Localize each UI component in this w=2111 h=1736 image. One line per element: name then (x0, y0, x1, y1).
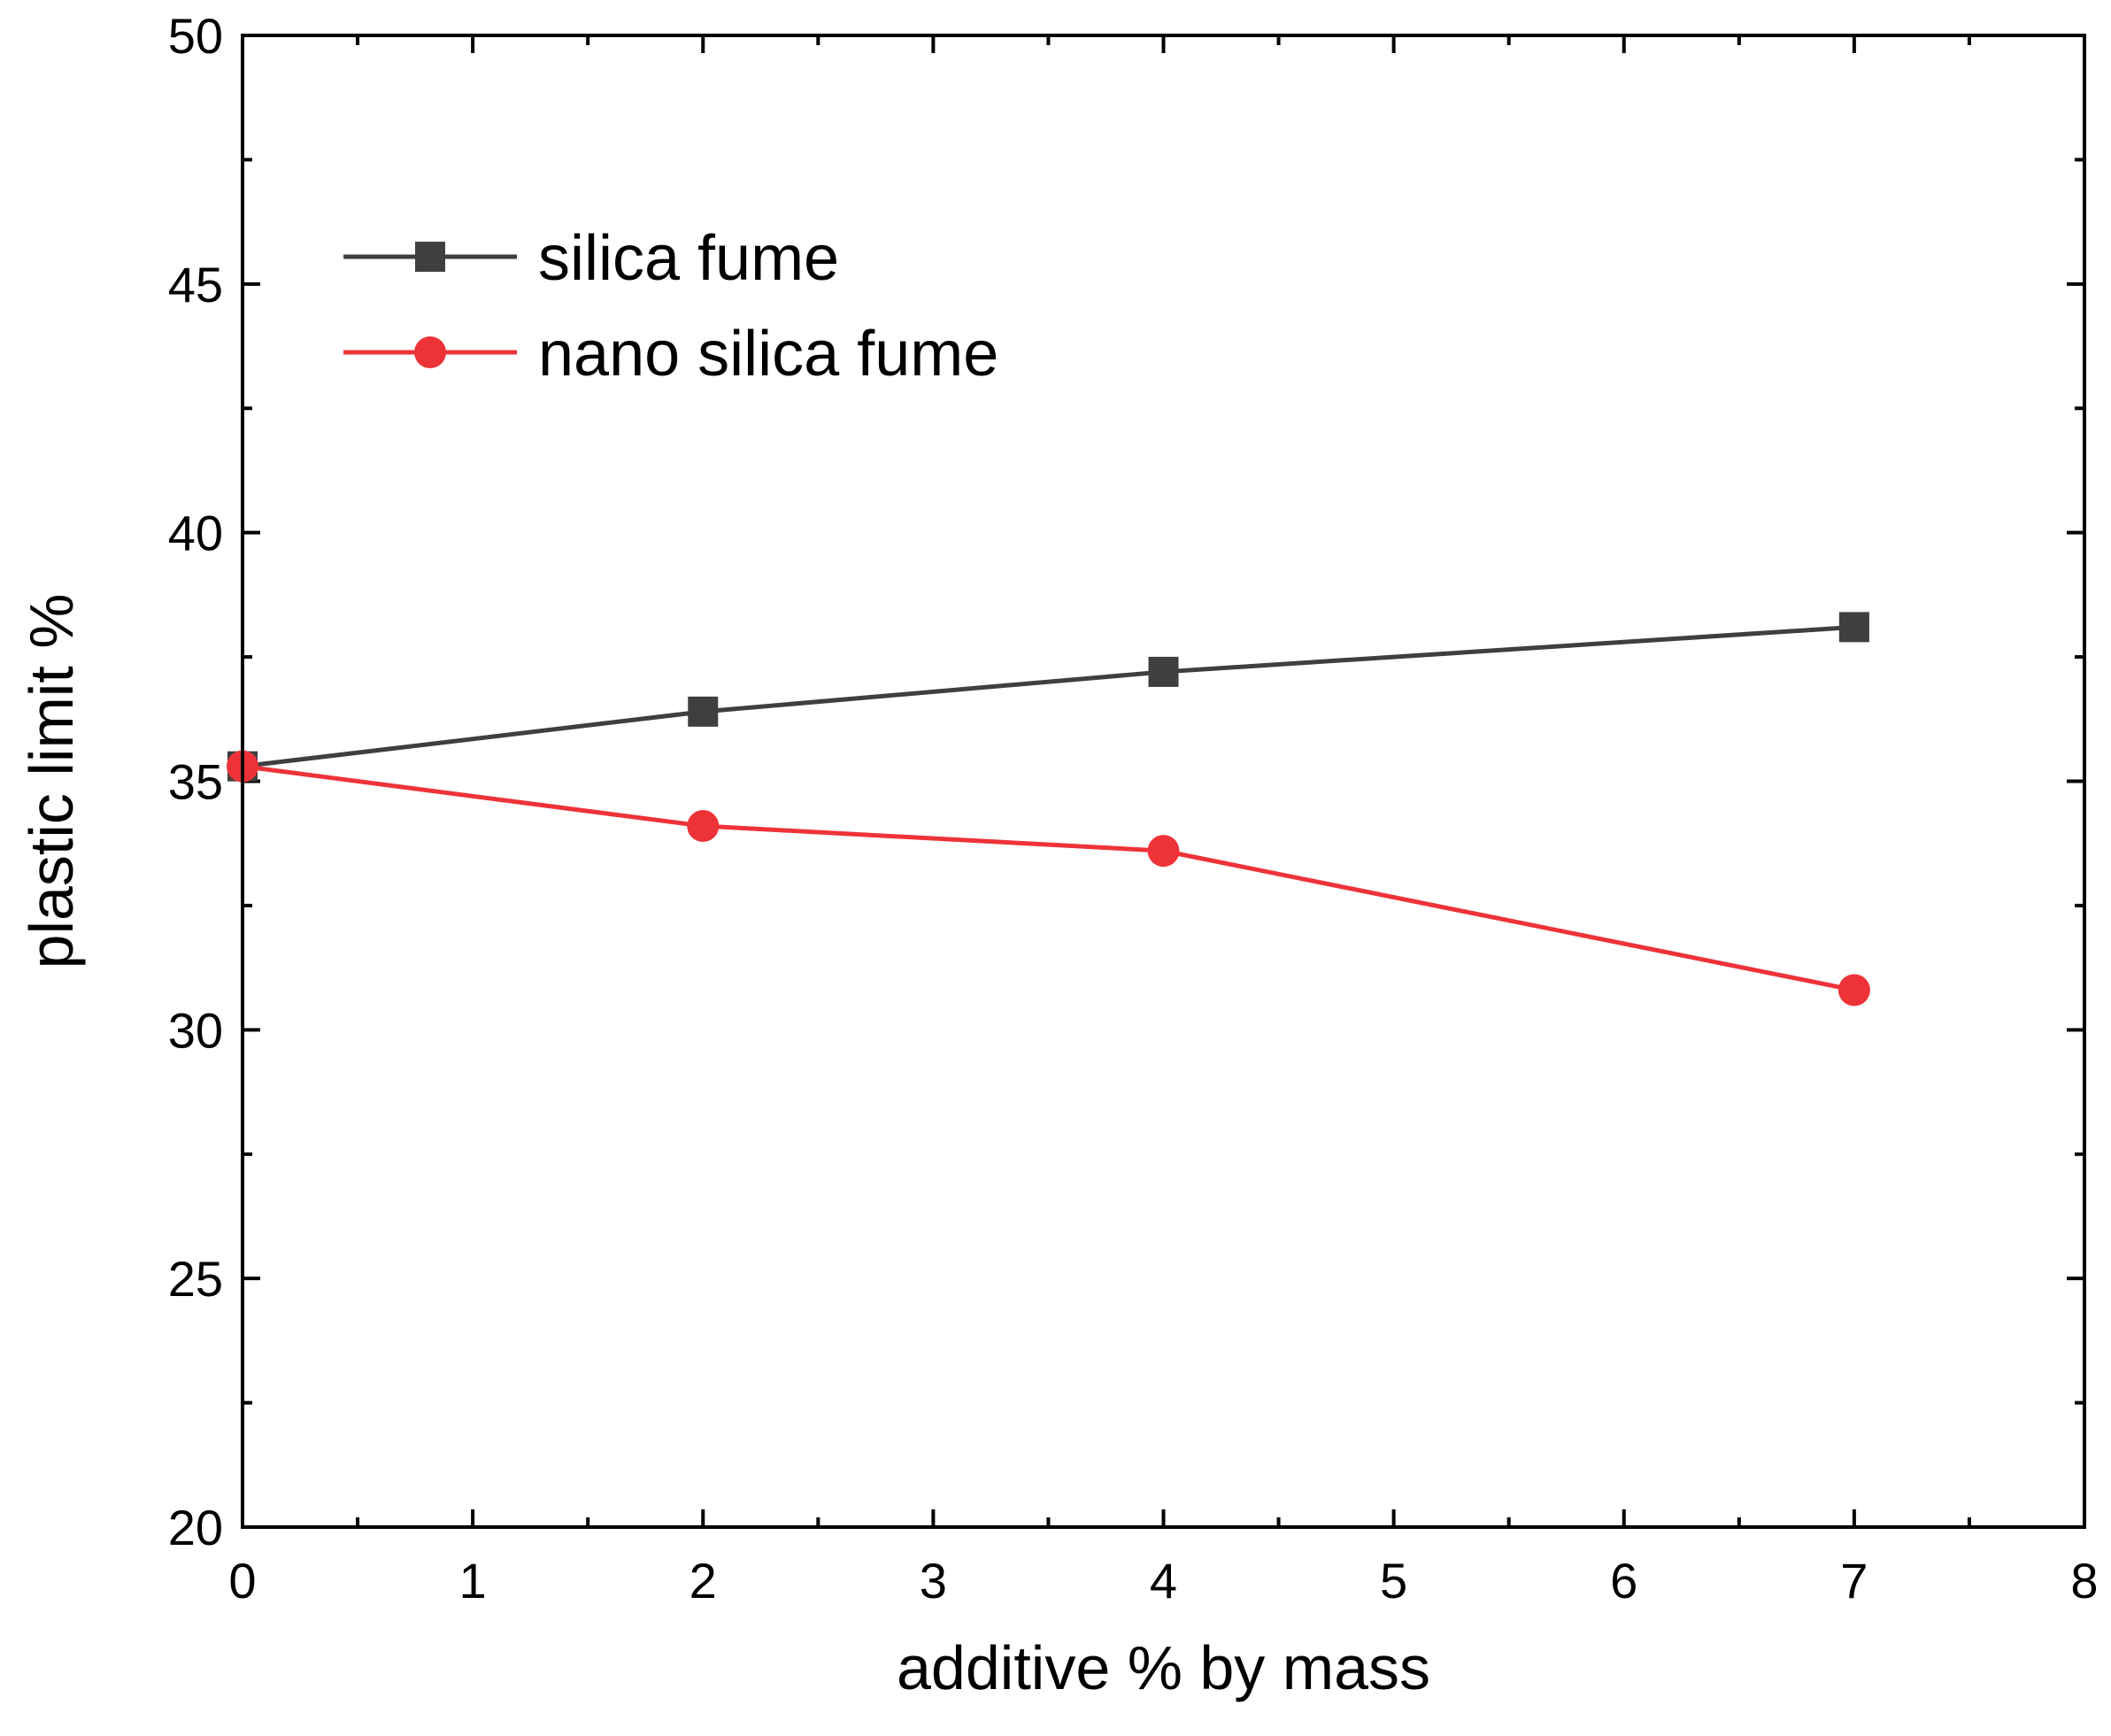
x-tick-label: 4 (1150, 1553, 1177, 1609)
y-axis-title: plastic limit % (17, 594, 86, 969)
data-point-circle (1147, 835, 1180, 868)
x-tick-label: 0 (228, 1553, 256, 1609)
y-tick-label: 30 (168, 1002, 223, 1058)
x-tick-label: 8 (2070, 1553, 2098, 1609)
x-tick-label: 3 (920, 1553, 947, 1609)
y-tick-label: 50 (168, 8, 223, 64)
y-tick-label: 35 (168, 754, 223, 810)
series-silica-fume (227, 612, 1869, 782)
x-axis-title: additive % by mass (897, 1633, 1430, 1702)
data-point-circle (1837, 974, 1870, 1007)
series-line (242, 624, 1855, 769)
legend-marker-square (415, 242, 445, 272)
data-point-square (1148, 656, 1179, 687)
data-point-circle (687, 810, 720, 843)
legend-label: nano silica fume (538, 319, 998, 390)
x-tick-label: 1 (459, 1553, 487, 1609)
legend: silica fume nano silica fume (343, 223, 998, 390)
data-point-square (1838, 612, 1869, 643)
legend-entry: nano silica fume (343, 319, 998, 390)
x-tick-label: 7 (1840, 1553, 1868, 1609)
plot-frame (241, 34, 2086, 1529)
x-tick-label: 5 (1380, 1553, 1407, 1609)
x-tick-label: 2 (690, 1553, 717, 1609)
legend-marker-circle (414, 336, 446, 368)
series-layer (227, 612, 1870, 1007)
y-tick-label: 45 (168, 257, 223, 312)
y-tick-label: 40 (168, 505, 223, 561)
x-tick-label: 6 (1610, 1553, 1637, 1609)
legend-entry: silica fume (343, 223, 839, 294)
y-tick-label: 25 (168, 1251, 223, 1307)
legend-label: silica fume (538, 223, 839, 294)
y-tick-label: 20 (168, 1500, 223, 1555)
data-point-square (688, 696, 719, 727)
series-nano-silica-fume (227, 750, 1870, 1007)
series-line (242, 764, 1855, 992)
